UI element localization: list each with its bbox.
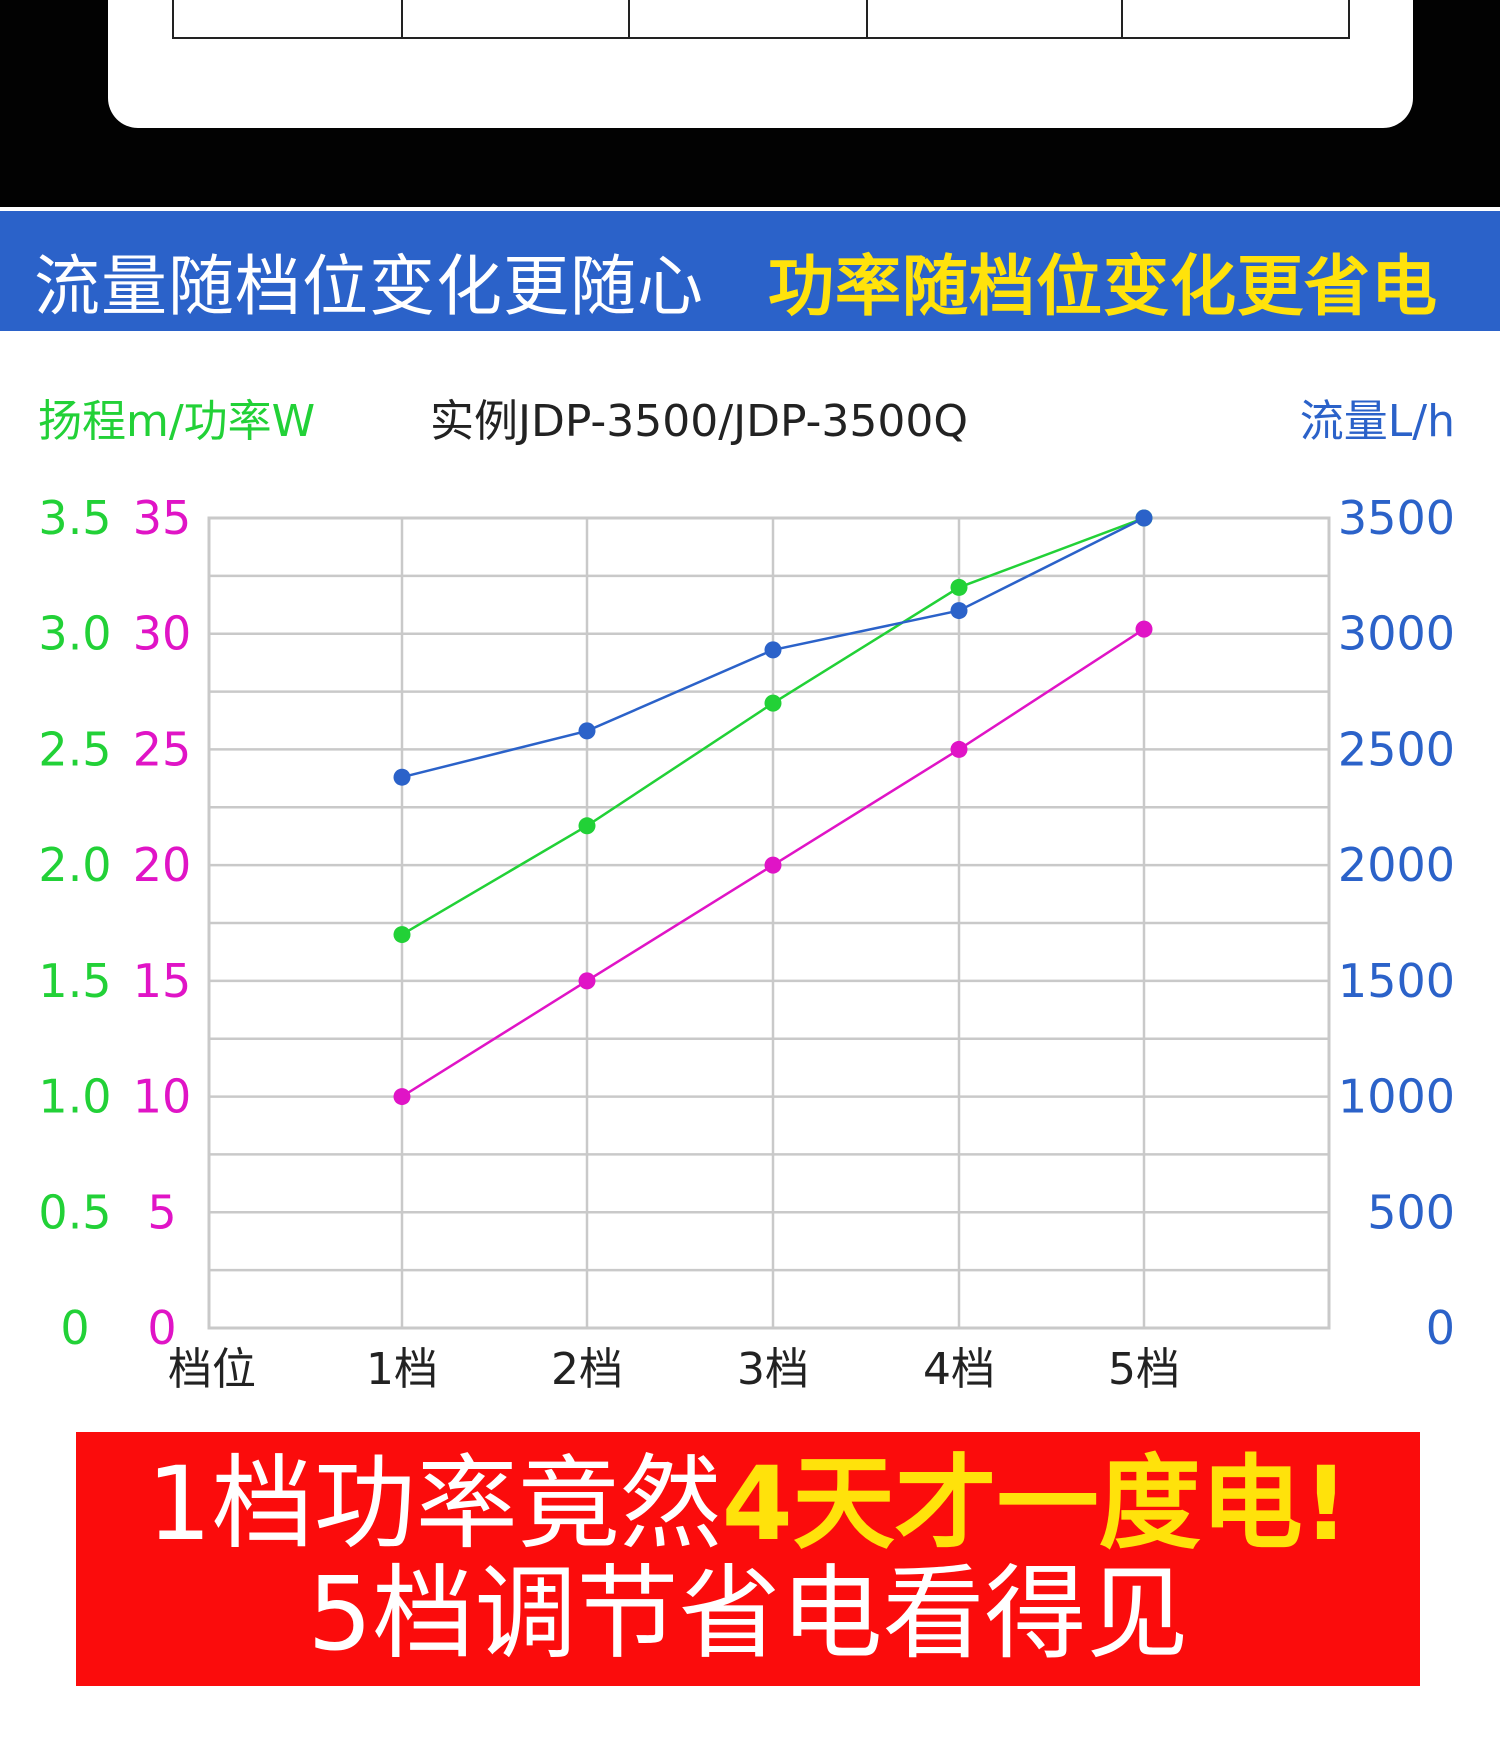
footer-line-1-highlight: 4天才一度电!: [721, 1445, 1350, 1564]
head-tick-label: 3.0: [38, 607, 111, 661]
power-tick-label: 30: [133, 607, 192, 661]
x-tick-label: 5档: [1108, 1344, 1180, 1395]
footer-line-1: 1档功率竟然4天才一度电!: [76, 1450, 1420, 1560]
flow-data-point: [578, 722, 596, 740]
flow-data-point: [393, 768, 411, 786]
left-axis-label: 扬程m/功率W: [38, 396, 315, 447]
flow-tick-label: 3000: [1338, 607, 1455, 661]
table-cell: [630, 0, 868, 37]
flow-tick-label: 2500: [1338, 722, 1455, 776]
flow-data-point: [1135, 509, 1153, 527]
head-tick-label: 3.5: [38, 491, 111, 545]
head-data-point: [764, 694, 782, 712]
x-tick-label: 4档: [923, 1344, 995, 1395]
footer-promo-box: 1档功率竟然4天才一度电! 5档调节省电看得见: [76, 1432, 1420, 1686]
table-cell: [174, 0, 404, 37]
top-table-fragment: [172, 0, 1350, 39]
power-tick-label: 5: [147, 1185, 176, 1239]
x-axis-label: 档位: [168, 1344, 256, 1395]
flow-tick-label: 2000: [1338, 838, 1455, 892]
power-data-point: [578, 972, 596, 990]
head-tick-label: 1.0: [38, 1070, 111, 1124]
power-tick-label: 20: [133, 838, 192, 892]
power-data-point: [393, 1088, 411, 1106]
head-tick-label: 2.5: [38, 722, 111, 776]
flow-tick-label: 3500: [1338, 491, 1455, 545]
power-tick-label: 15: [133, 954, 192, 1008]
right-axis-label: 流量L/h: [1300, 396, 1455, 447]
flow-data-point: [764, 641, 782, 659]
flow-tick-label: 0: [1426, 1301, 1455, 1355]
flow-tick-label: 1000: [1338, 1070, 1455, 1124]
table-cell: [868, 0, 1123, 37]
power-tick-label: 35: [133, 491, 192, 545]
power-data-point: [764, 856, 782, 874]
performance-chart: 0 0.5 1.0 1.5 2.0 2.5 3.0 3.5 0 5 10 15 20 25 30 35 0 500…: [38, 396, 1455, 1395]
footer-line-1-normal: 1档功率竟然: [146, 1445, 722, 1564]
head-tick-label: 1.5: [38, 954, 111, 1008]
power-tick-label: 0: [147, 1301, 176, 1355]
head-tick-label: 2.0: [38, 838, 111, 892]
power-data-point: [1135, 620, 1153, 638]
power-tick-label: 10: [133, 1070, 192, 1124]
banner-flow-text: 流量随档位变化更随心: [34, 248, 704, 325]
power-tick-label: 25: [133, 722, 192, 776]
top-card: [108, 0, 1413, 128]
flow-tick-label: 1500: [1338, 954, 1455, 1008]
head-tick-label: 0: [60, 1301, 89, 1355]
head-tick-label: 0.5: [38, 1185, 111, 1239]
chart-title: 实例JDP-3500/JDP-3500Q: [430, 396, 968, 447]
head-data-point: [393, 926, 411, 944]
head-data-point: [950, 578, 968, 596]
x-tick-label: 3档: [737, 1344, 809, 1395]
flow-data-point: [950, 602, 968, 620]
table-cell: [403, 0, 631, 37]
x-tick-label: 1档: [366, 1344, 438, 1395]
head-data-point: [578, 817, 596, 835]
footer-line-2: 5档调节省电看得见: [307, 1555, 1189, 1674]
banner-power-text: 功率随档位变化更省电: [768, 248, 1438, 325]
flow-tick-label: 500: [1367, 1185, 1455, 1239]
x-tick-label: 2档: [551, 1344, 623, 1395]
power-data-point: [950, 740, 968, 758]
feature-banner: 流量随档位变化更随心 功率随档位变化更省电: [0, 207, 1500, 331]
